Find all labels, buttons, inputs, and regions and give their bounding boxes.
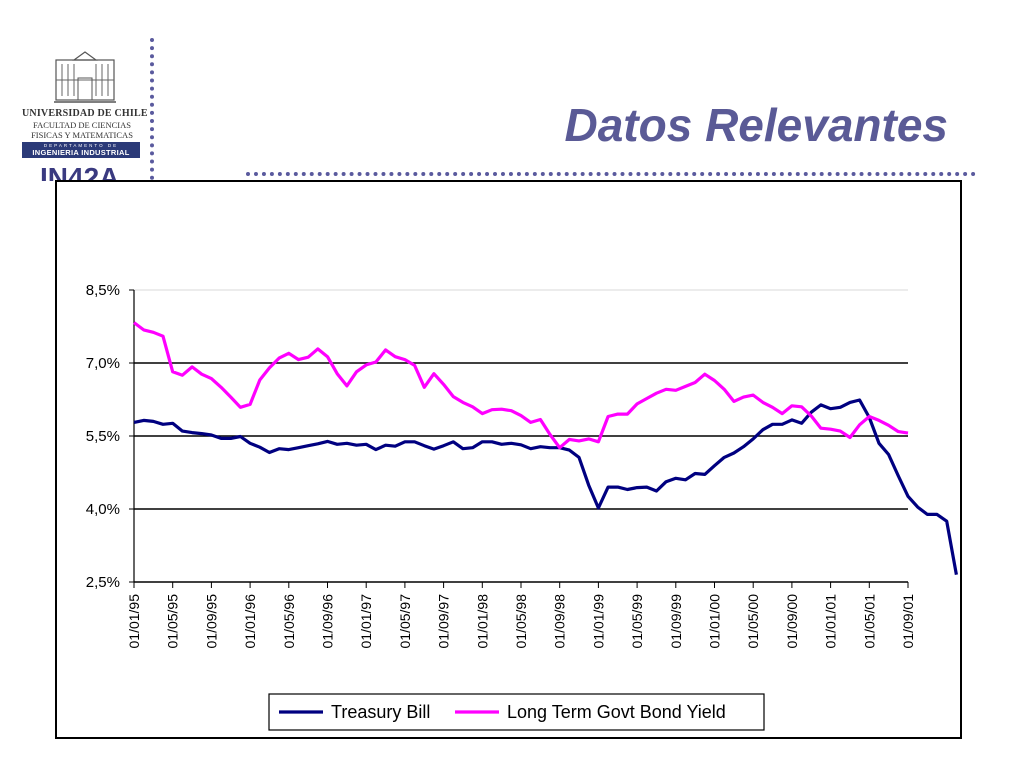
x-tick-label: 01/01/00 [707, 594, 723, 649]
y-tick-label: 2,5% [86, 574, 120, 591]
logo-university-name: UNIVERSIDAD DE CHILE [22, 108, 148, 119]
x-tick-label: 01/09/96 [320, 594, 336, 649]
slide-title: Datos Relevantes [564, 99, 949, 151]
x-tick-label: 01/09/00 [784, 594, 800, 649]
series-line-treasury-bill [133, 398, 958, 575]
x-tick-label: 01/09/95 [203, 594, 219, 649]
x-tick-label: 01/01/99 [590, 594, 606, 649]
y-tick-label: 8,5% [86, 282, 120, 299]
legend-box [268, 693, 765, 731]
y-tick-label: 4,0% [86, 501, 120, 518]
x-tick-label: 01/09/01 [900, 594, 916, 649]
vertical-dotted-divider [150, 38, 154, 188]
university-building-icon [54, 51, 116, 103]
x-tick-label: 01/05/98 [513, 594, 529, 649]
x-tick-label: 01/01/95 [126, 594, 142, 649]
x-tick-label: 01/09/97 [436, 594, 452, 649]
x-tick-label: 01/05/96 [281, 594, 297, 649]
logo-faculty-line-2: FISICAS Y MATEMATICAS [31, 130, 133, 140]
x-tick-label: 01/01/96 [242, 594, 258, 649]
x-tick-label: 01/05/01 [861, 594, 877, 649]
legend-label: Treasury Bill [331, 702, 430, 722]
y-tick-label: 5,5% [86, 428, 120, 445]
x-tick-label: 01/05/95 [165, 594, 181, 649]
x-tick-label: 01/09/99 [668, 594, 684, 649]
line-chart: 8,5% 7,0% 5,5% 4,0% 2,5% 01/01/95 01/05/95 01/0… [86, 282, 958, 731]
legend-label: Long Term Govt Bond Yield [507, 702, 726, 722]
x-tick-label: 01/05/97 [397, 594, 413, 649]
chart-frame: 8,5% 7,0% 5,5% 4,0% 2,5% 01/01/95 01/05/95 01/0… [55, 180, 962, 739]
x-tick-label: 01/01/97 [358, 594, 374, 649]
x-tick-label: 01/01/98 [474, 594, 490, 649]
x-tick-label: 01/01/01 [823, 594, 839, 649]
x-tick-label: 01/05/00 [745, 594, 761, 649]
logo-dept-small: DEPARTAMENTO DE [43, 143, 119, 148]
horizontal-dotted-divider [246, 172, 976, 176]
course-code: IN42A [40, 163, 120, 181]
logo-dept-big: INGENIERIA INDUSTRIAL [32, 148, 130, 157]
x-tick-label: 01/09/98 [552, 594, 568, 649]
x-tick-label: 01/05/99 [629, 594, 645, 649]
series-line-long-term-bond [133, 321, 909, 450]
logo-faculty-line: FACULTAD DE CIENCIAS [32, 120, 132, 130]
y-tick-label: 7,0% [86, 355, 120, 372]
logo-department-band: DEPARTAMENTO DE INGENIERIA INDUSTRIAL [22, 142, 140, 158]
